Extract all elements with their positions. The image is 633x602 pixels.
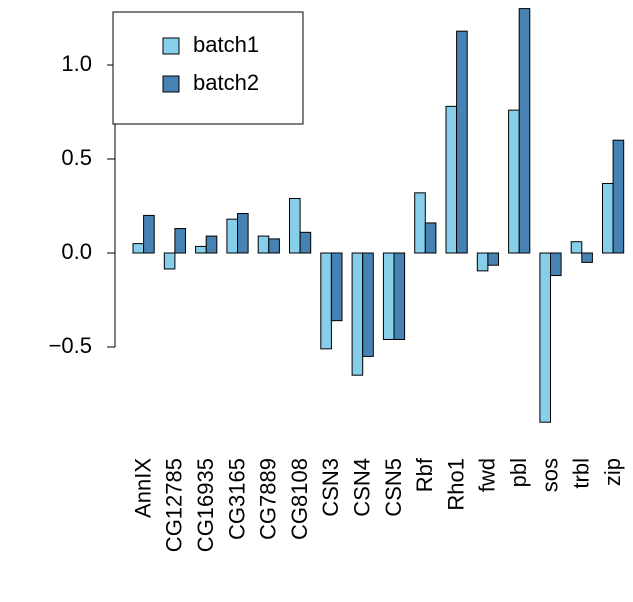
x-tick-label: CG16935 <box>193 458 218 552</box>
x-tick-label: CSN5 <box>381 458 406 517</box>
bar <box>550 252 562 277</box>
bar <box>602 182 614 254</box>
bar <box>570 241 583 254</box>
bar <box>205 235 218 254</box>
y-tick-label: 0.5 <box>61 145 92 170</box>
bar <box>424 222 437 254</box>
x-tick-label: AnnIX <box>130 458 155 518</box>
legend: batch1 batch2 <box>112 11 304 125</box>
bar <box>289 197 301 254</box>
y-tick-label: −0.5 <box>49 333 92 358</box>
bar <box>143 214 155 254</box>
x-tick-label: CG3165 <box>224 458 249 540</box>
legend-swatch <box>162 75 180 93</box>
x-tick-label: CSN3 <box>318 458 343 517</box>
bar <box>508 109 520 254</box>
legend-box <box>112 11 304 125</box>
x-tick-label: pbl <box>506 458 531 487</box>
x-tick-label: Rho1 <box>443 458 468 511</box>
bar <box>237 213 249 254</box>
x-tick-label: CG12785 <box>162 458 187 552</box>
bar <box>163 252 176 270</box>
bar <box>299 231 312 254</box>
bar <box>612 139 625 254</box>
x-tick-label: zip <box>600 458 625 486</box>
x-tick-label: trbl <box>569 458 594 489</box>
bar <box>257 235 270 254</box>
bar <box>382 252 395 340</box>
x-tick-label: Rbf <box>412 457 437 492</box>
bar <box>487 252 499 266</box>
legend-label: batch2 <box>193 70 259 95</box>
bar <box>445 105 458 254</box>
legend-swatch <box>162 37 180 55</box>
y-tick-label: 1.0 <box>61 51 92 76</box>
bar <box>393 252 406 340</box>
bar <box>132 243 145 254</box>
bar <box>174 228 186 254</box>
x-tick-label: fwd <box>475 458 500 492</box>
bar <box>414 192 426 254</box>
bar <box>351 252 364 376</box>
bar <box>518 8 531 254</box>
bar <box>476 252 489 272</box>
bar <box>581 252 593 263</box>
x-tick-label: sos <box>537 458 562 492</box>
bar <box>195 245 207 254</box>
bar <box>320 252 332 350</box>
x-tick-label: CG8108 <box>287 458 312 540</box>
bar <box>539 252 552 423</box>
bar <box>226 218 238 254</box>
y-tick-label: 0.0 <box>61 239 92 264</box>
x-tick-label: CSN4 <box>350 458 375 517</box>
bar <box>330 252 343 322</box>
bar <box>456 30 468 254</box>
legend-label: batch1 <box>193 32 259 57</box>
x-tick-label: CG7889 <box>256 458 281 540</box>
bar <box>268 238 280 254</box>
bar <box>362 252 374 357</box>
